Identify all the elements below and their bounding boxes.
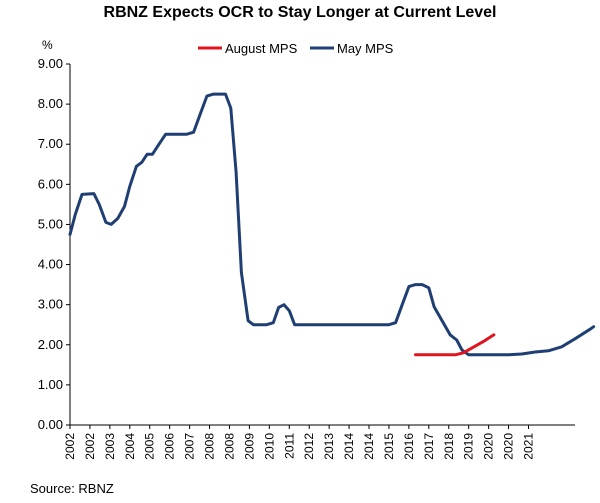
y-axis-unit-label: % — [42, 38, 53, 52]
y-tick-label: 2.00 — [38, 337, 63, 352]
x-tick-label: 2004 — [123, 433, 137, 460]
x-tick-label: 2009 — [242, 433, 256, 460]
x-tick-labels: 2002 2002 2003 2004 2005 2006 2007 2008 2008 2009… — [63, 433, 535, 460]
y-tick-labels: 0.00 1.00 2.00 3.00 4.00 5.00 6.00 7.00 8.00 9.00 — [38, 56, 63, 432]
source-note: Source: RBNZ — [30, 481, 114, 496]
x-tick-label: 2015 — [382, 433, 396, 460]
x-tick-label: 2014 — [342, 433, 356, 460]
series-line-august-mps — [414, 333, 496, 357]
y-tick-label: 9.00 — [38, 56, 63, 71]
x-tick-label: 2007 — [183, 433, 197, 460]
x-tick-label: 2008 — [222, 433, 236, 460]
x-tick-label: 2020 — [482, 433, 496, 460]
series-lines — [68, 92, 596, 357]
x-tick-label: 2018 — [442, 433, 456, 460]
legend: August MPS May MPS — [198, 41, 394, 56]
x-tick-label: 2003 — [103, 433, 117, 460]
x-tick-label: 2002 — [63, 433, 77, 460]
y-tick-label: 0.00 — [38, 417, 63, 432]
y-tick-label: 5.00 — [38, 216, 63, 231]
x-tick-label: 2019 — [462, 433, 476, 460]
axes — [66, 63, 575, 429]
x-tick-label: 2012 — [302, 433, 316, 460]
y-tick-label: 1.00 — [38, 377, 63, 392]
x-tick-label: 2021 — [521, 433, 535, 460]
x-tick-label: 2016 — [402, 433, 416, 460]
x-tick-label: 2010 — [262, 433, 276, 460]
x-tick-label: 2014 — [362, 433, 376, 460]
y-tick-label: 7.00 — [38, 136, 63, 151]
x-tick-label: 2005 — [143, 433, 157, 460]
y-tick-label: 4.00 — [38, 257, 63, 272]
x-tick-label: 2013 — [322, 433, 336, 460]
x-tick-label: 2002 — [83, 433, 97, 460]
chart-title: RBNZ Expects OCR to Stay Longer at Curre… — [103, 4, 497, 21]
series-line-may-mps — [68, 92, 596, 357]
y-tick-label: 3.00 — [38, 297, 63, 312]
y-tick-label: 8.00 — [38, 96, 63, 111]
legend-label-may-mps: May MPS — [337, 41, 394, 56]
x-tick-label: 2011 — [282, 433, 296, 459]
x-tick-label: 2008 — [203, 433, 217, 460]
legend-label-august-mps: August MPS — [225, 41, 298, 56]
x-tick-label: 2017 — [422, 433, 436, 460]
y-tick-label: 6.00 — [38, 176, 63, 191]
x-tick-label: 2006 — [163, 433, 177, 460]
x-tick-label: 2020 — [502, 433, 516, 460]
